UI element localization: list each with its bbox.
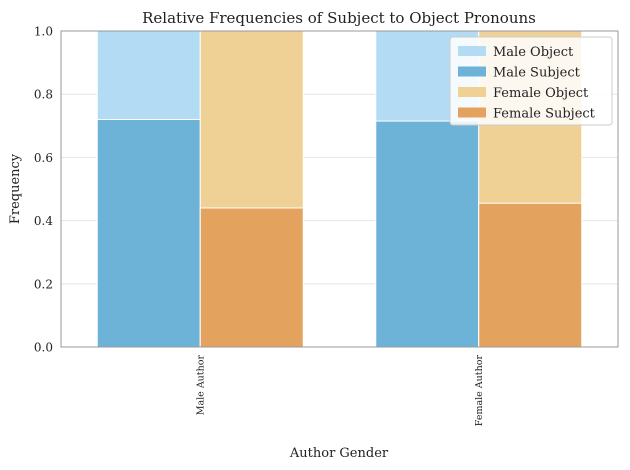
legend-label: Female Object <box>493 86 589 101</box>
y-tick-label: 1.0 <box>34 25 53 39</box>
y-tick-label: 0.4 <box>34 214 53 228</box>
chart-title: Relative Frequencies of Subject to Objec… <box>142 9 536 27</box>
bar-male-subject <box>96 118 201 348</box>
x-tick-label: Female Author <box>474 355 485 427</box>
legend-swatch <box>458 107 486 118</box>
legend-swatch <box>458 46 486 56</box>
plot-frame <box>60 30 619 348</box>
y-tick-label: 0.6 <box>34 151 53 165</box>
y-axis-label: Frequency <box>8 153 23 224</box>
x-axis-label: Author Gender <box>289 446 389 461</box>
x-tick-label: Male Author <box>195 355 206 416</box>
bar-female-subject <box>199 207 304 348</box>
y-tick-label: 0.0 <box>34 341 53 355</box>
bar-male-subject <box>375 120 480 348</box>
legend-swatch <box>458 87 486 97</box>
bar-female-subject <box>478 202 583 348</box>
legend-label: Female Subject <box>493 107 596 122</box>
legend-label: Male Object <box>493 45 574 60</box>
y-tick-label: 0.8 <box>34 88 53 102</box>
y-axis-ticks: 0.0 0.2 0.4 0.6 0.8 1.0 <box>34 25 53 355</box>
legend-swatch <box>458 66 486 77</box>
legend-box <box>449 36 613 126</box>
x-axis-ticks: Male Author Female Author <box>195 355 485 427</box>
legend: Male Object Male Subject Female Object Fema… <box>449 36 613 126</box>
y-tick-label: 0.2 <box>34 277 53 291</box>
legend-label: Male Subject <box>493 66 581 81</box>
bars <box>96 30 583 348</box>
